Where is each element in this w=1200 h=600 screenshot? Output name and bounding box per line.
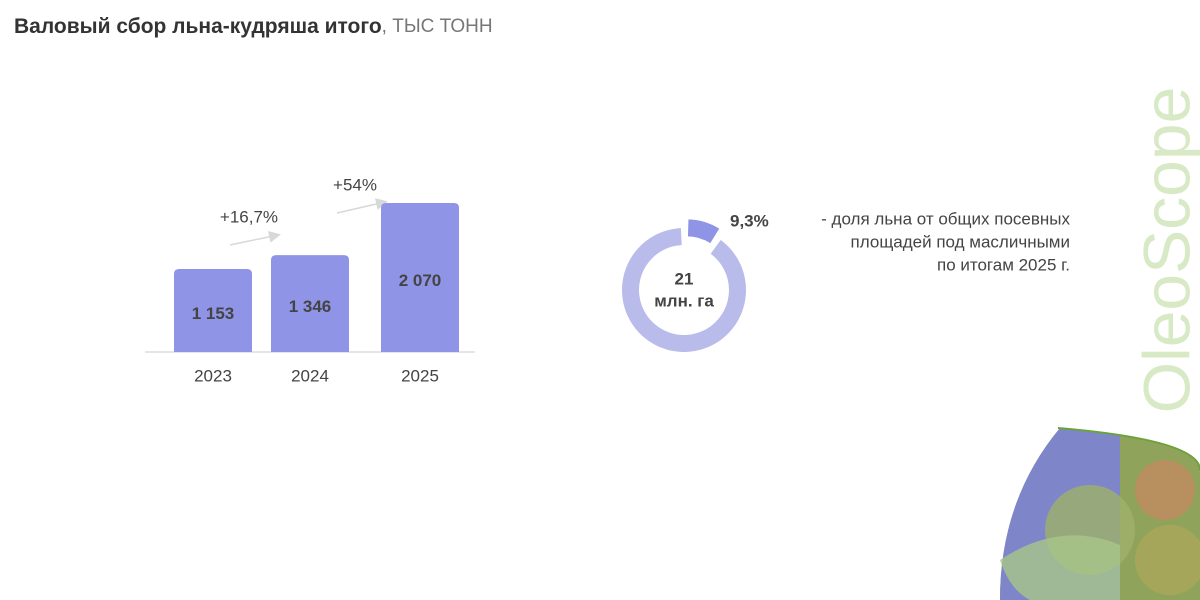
bar [271, 255, 349, 352]
growth-arrow [229, 230, 281, 246]
chart-subtitle: , ТЫС ТОНН [382, 16, 493, 37]
donut-track [622, 228, 746, 352]
note-line: площадей под масличными [851, 232, 1070, 251]
bar [381, 203, 459, 352]
value-label: 1 346 [289, 297, 332, 316]
chart-title: Валовый сбор льна-кудряша итого [14, 15, 382, 38]
x-tick-label: 2024 [291, 366, 329, 385]
x-tick-label: 2023 [194, 366, 232, 385]
growth-arrow [336, 198, 388, 214]
x-tick-label: 2025 [401, 366, 439, 385]
title-line: Валовый сбор льна-кудряша итого, ТЫС ТОН… [14, 15, 493, 38]
bar [174, 269, 252, 352]
center-label: 21 [675, 269, 694, 288]
donut-segment [687, 219, 720, 244]
growth-label: +16,7% [220, 207, 278, 226]
decor-leaf [1000, 535, 1120, 600]
decor-line [1057, 427, 1200, 471]
value-label: 1 153 [192, 304, 235, 323]
growth-label: +54% [333, 175, 377, 194]
note-line: по итогам 2025 г. [937, 255, 1070, 274]
center-label: млн. га [654, 291, 714, 310]
segment-label: 9,3% [730, 211, 769, 230]
note-line: - доля льна от общих посевных [821, 209, 1070, 228]
value-label: 2 070 [399, 271, 442, 290]
logo: OleoScope [1129, 87, 1200, 414]
